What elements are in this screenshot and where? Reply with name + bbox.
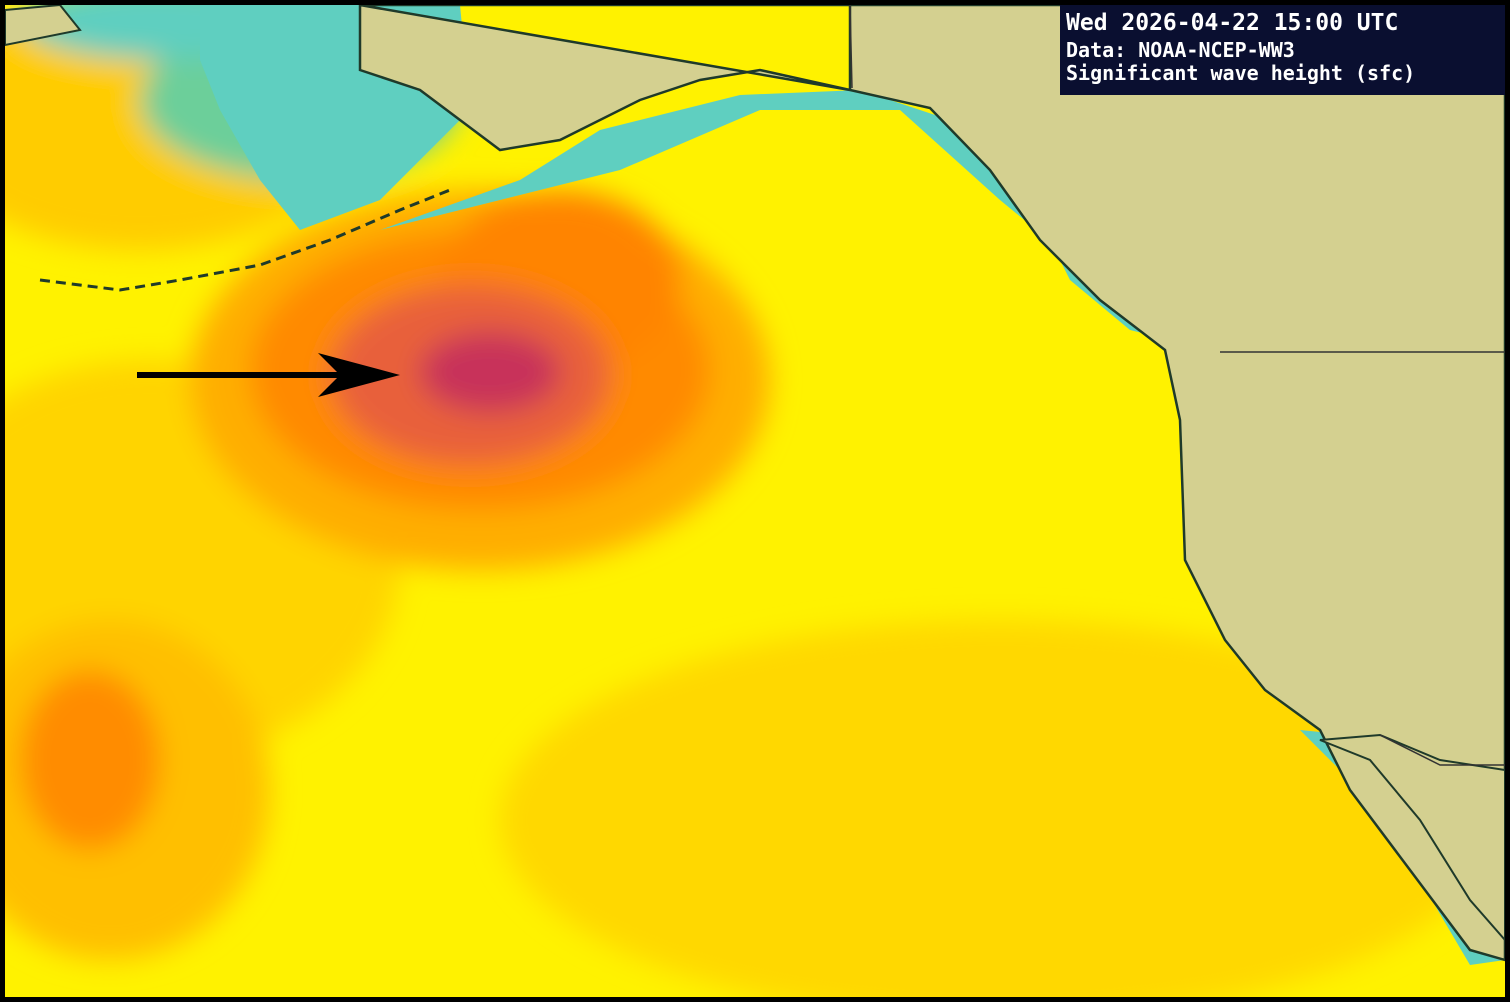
land-west [5, 5, 82, 47]
info-box: Wed 2026-04-22 15:00 UTC Data: NOAA-NCEP… [1060, 5, 1505, 95]
datetime: Wed 2026-04-22 15:00 UTC [1066, 10, 1398, 36]
land [358, 5, 1505, 962]
aleutians [39, 188, 451, 292]
field-name: Significant wave height (sfc) [1066, 61, 1415, 85]
baja [1319, 733, 1505, 942]
info-background [1060, 5, 1505, 95]
arrow [137, 353, 400, 397]
data-source: Data: NOAA-NCEP-WW3 [1066, 38, 1295, 62]
borders [849, 5, 1505, 766]
